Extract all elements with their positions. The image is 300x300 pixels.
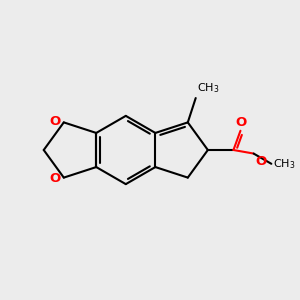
Text: O: O [255,155,266,168]
Text: O: O [50,115,61,128]
Text: CH$_3$: CH$_3$ [197,82,220,95]
Text: O: O [50,172,61,185]
Text: O: O [236,116,247,129]
Text: CH$_3$: CH$_3$ [273,157,296,171]
